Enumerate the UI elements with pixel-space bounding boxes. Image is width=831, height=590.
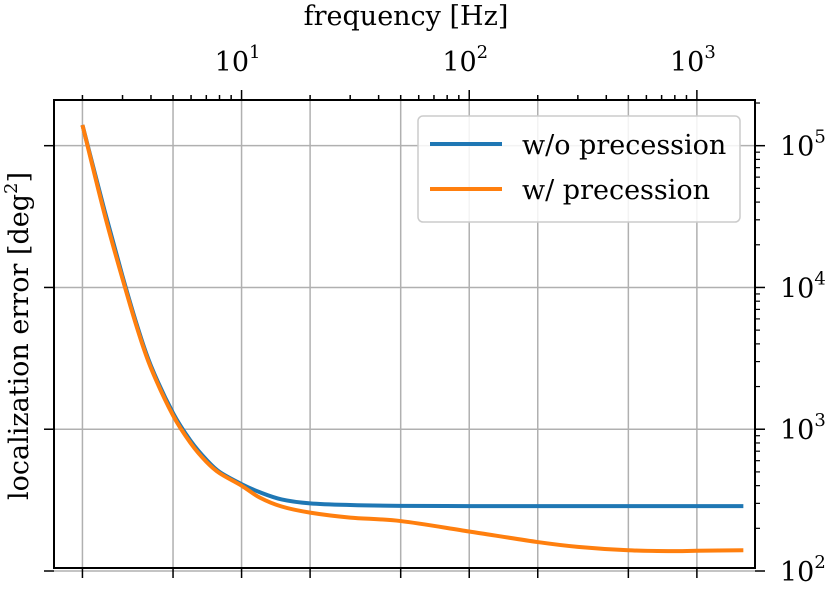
- x-tick-label: 101: [215, 42, 261, 78]
- y-tick-label: 105: [780, 127, 826, 163]
- x-tick-label-base: 10: [670, 47, 704, 78]
- y-tick-label-exp: 2: [814, 552, 825, 573]
- series-layer: [80, 124, 744, 554]
- major-ticks: [44, 144, 765, 578]
- x-tick-label-base: 10: [442, 47, 476, 78]
- x-tick-label-exp: 1: [249, 42, 260, 63]
- series-line-w-precession: [80, 124, 744, 554]
- y-tick-label-base: 10: [780, 273, 814, 304]
- y-axis-title-close: ]: [4, 172, 35, 183]
- plot-frame: [53, 99, 756, 569]
- y-tick-label-exp: 5: [814, 127, 825, 148]
- legend: w/o precession w/ precession: [417, 115, 741, 223]
- y-tick-label-base: 10: [780, 557, 814, 588]
- y-tick-label-base: 10: [780, 132, 814, 163]
- x-tick-label: 103: [670, 42, 716, 78]
- y-tick-label-exp: 4: [814, 268, 825, 289]
- x-tick-labels: 101 102 103: [215, 42, 716, 78]
- y-axis-title: localization error [deg2]: [1, 172, 35, 500]
- x-tick-label-base: 10: [215, 47, 249, 78]
- y-axis-title-main: localization error [deg: [4, 194, 35, 500]
- legend-label-wo-precession: w/o precession: [522, 130, 726, 161]
- y-tick-label-exp: 3: [814, 410, 825, 431]
- y-tick-label: 102: [780, 552, 826, 588]
- x-tick-label-exp: 3: [704, 42, 715, 63]
- x-tick-label-exp: 2: [477, 42, 488, 63]
- x-tick-label: 102: [442, 42, 488, 78]
- y-tick-label-base: 10: [780, 415, 814, 446]
- legend-label-w-precession: w/ precession: [522, 175, 710, 206]
- x-axis-title: frequency [Hz]: [304, 1, 509, 32]
- y-tick-label: 104: [780, 268, 826, 304]
- y-tick-label: 103: [780, 410, 826, 446]
- y-axis-title-sup: 2: [1, 183, 22, 194]
